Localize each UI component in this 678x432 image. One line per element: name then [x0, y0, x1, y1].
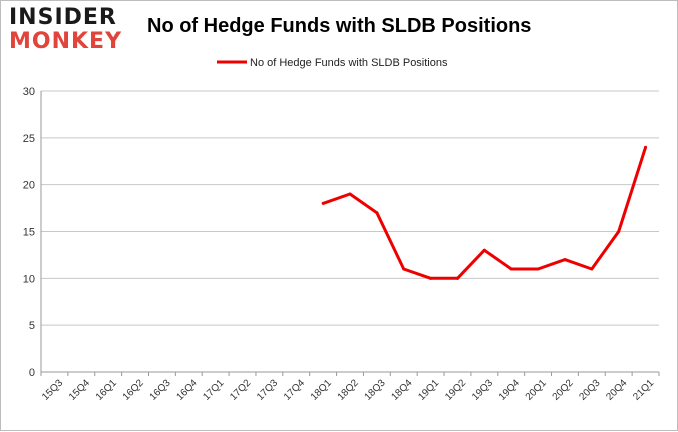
x-tick-label: 19Q4	[497, 377, 522, 402]
data-point-20Q1	[536, 267, 540, 271]
series-layer	[321, 145, 648, 280]
data-point-18Q3	[375, 211, 379, 215]
x-tick-label: 20Q1	[524, 377, 549, 402]
x-tick-label: 19Q2	[443, 377, 468, 402]
y-tick-label: 10	[23, 273, 35, 285]
data-point-20Q4	[617, 230, 621, 233]
insider-monkey-logo: INSIDER MONKEY	[9, 7, 127, 53]
x-tick-label: 16Q4	[174, 377, 199, 402]
x-tick-label: 15Q4	[67, 377, 92, 402]
x-tick-label: 17Q4	[282, 377, 307, 402]
x-tick-label: 20Q3	[578, 377, 603, 402]
grid-layer	[41, 90, 659, 373]
y-tick-label: 25	[23, 133, 35, 145]
x-tick-label: 17Q1	[201, 377, 226, 402]
logo-text-monkey: MONKEY	[9, 29, 123, 54]
x-tick-label: 18Q3	[363, 377, 388, 402]
axis-layer: 0 5 10 15 20 25 30 15Q3 15Q4 16Q1 16Q2 16Q3 16Q4 17Q1…	[23, 86, 660, 403]
data-point-20Q3	[590, 267, 594, 271]
x-tick-label: 18Q2	[336, 377, 361, 402]
legend: No of Hedge Funds with SLDB Positions	[217, 57, 448, 69]
logo-text-insider: INSIDER	[9, 5, 117, 30]
y-tick-label: 0	[29, 367, 35, 379]
x-tick-label: 17Q2	[228, 377, 253, 402]
y-tick-label: 5	[29, 320, 35, 332]
data-point-18Q2	[348, 192, 352, 196]
x-tick-label: 16Q3	[148, 377, 173, 402]
data-point-19Q2	[455, 276, 459, 280]
y-tick-label: 20	[23, 180, 35, 192]
data-point-20Q2	[563, 258, 567, 262]
x-tick-label: 20Q4	[604, 377, 629, 402]
x-tick-label: 21Q1	[631, 377, 656, 402]
x-tick-label: 19Q1	[416, 377, 441, 402]
data-point-21Q1	[644, 145, 648, 149]
x-tick-label: 19Q3	[470, 377, 495, 402]
data-point-19Q4	[509, 267, 513, 271]
data-point-18Q1	[321, 201, 325, 205]
data-point-19Q1	[429, 276, 433, 280]
x-tick-label: 16Q1	[94, 377, 119, 402]
legend-label: No of Hedge Funds with SLDB Positions	[250, 57, 448, 69]
chart-title: No of Hedge Funds with SLDB Positions	[147, 15, 532, 37]
y-tick-label: 15	[23, 227, 35, 239]
x-tick-label: 16Q2	[121, 377, 146, 402]
y-tick-label: 30	[23, 86, 35, 98]
x-tick-label: 18Q4	[389, 377, 414, 402]
x-tick-label: 18Q1	[309, 377, 334, 402]
data-point-19Q3	[482, 248, 486, 252]
x-tick-label: 15Q3	[40, 377, 65, 402]
x-tick-label: 20Q2	[551, 377, 576, 402]
series-line-0	[322, 146, 648, 280]
x-tick-label: 17Q3	[255, 377, 280, 402]
data-point-18Q4	[402, 267, 406, 271]
